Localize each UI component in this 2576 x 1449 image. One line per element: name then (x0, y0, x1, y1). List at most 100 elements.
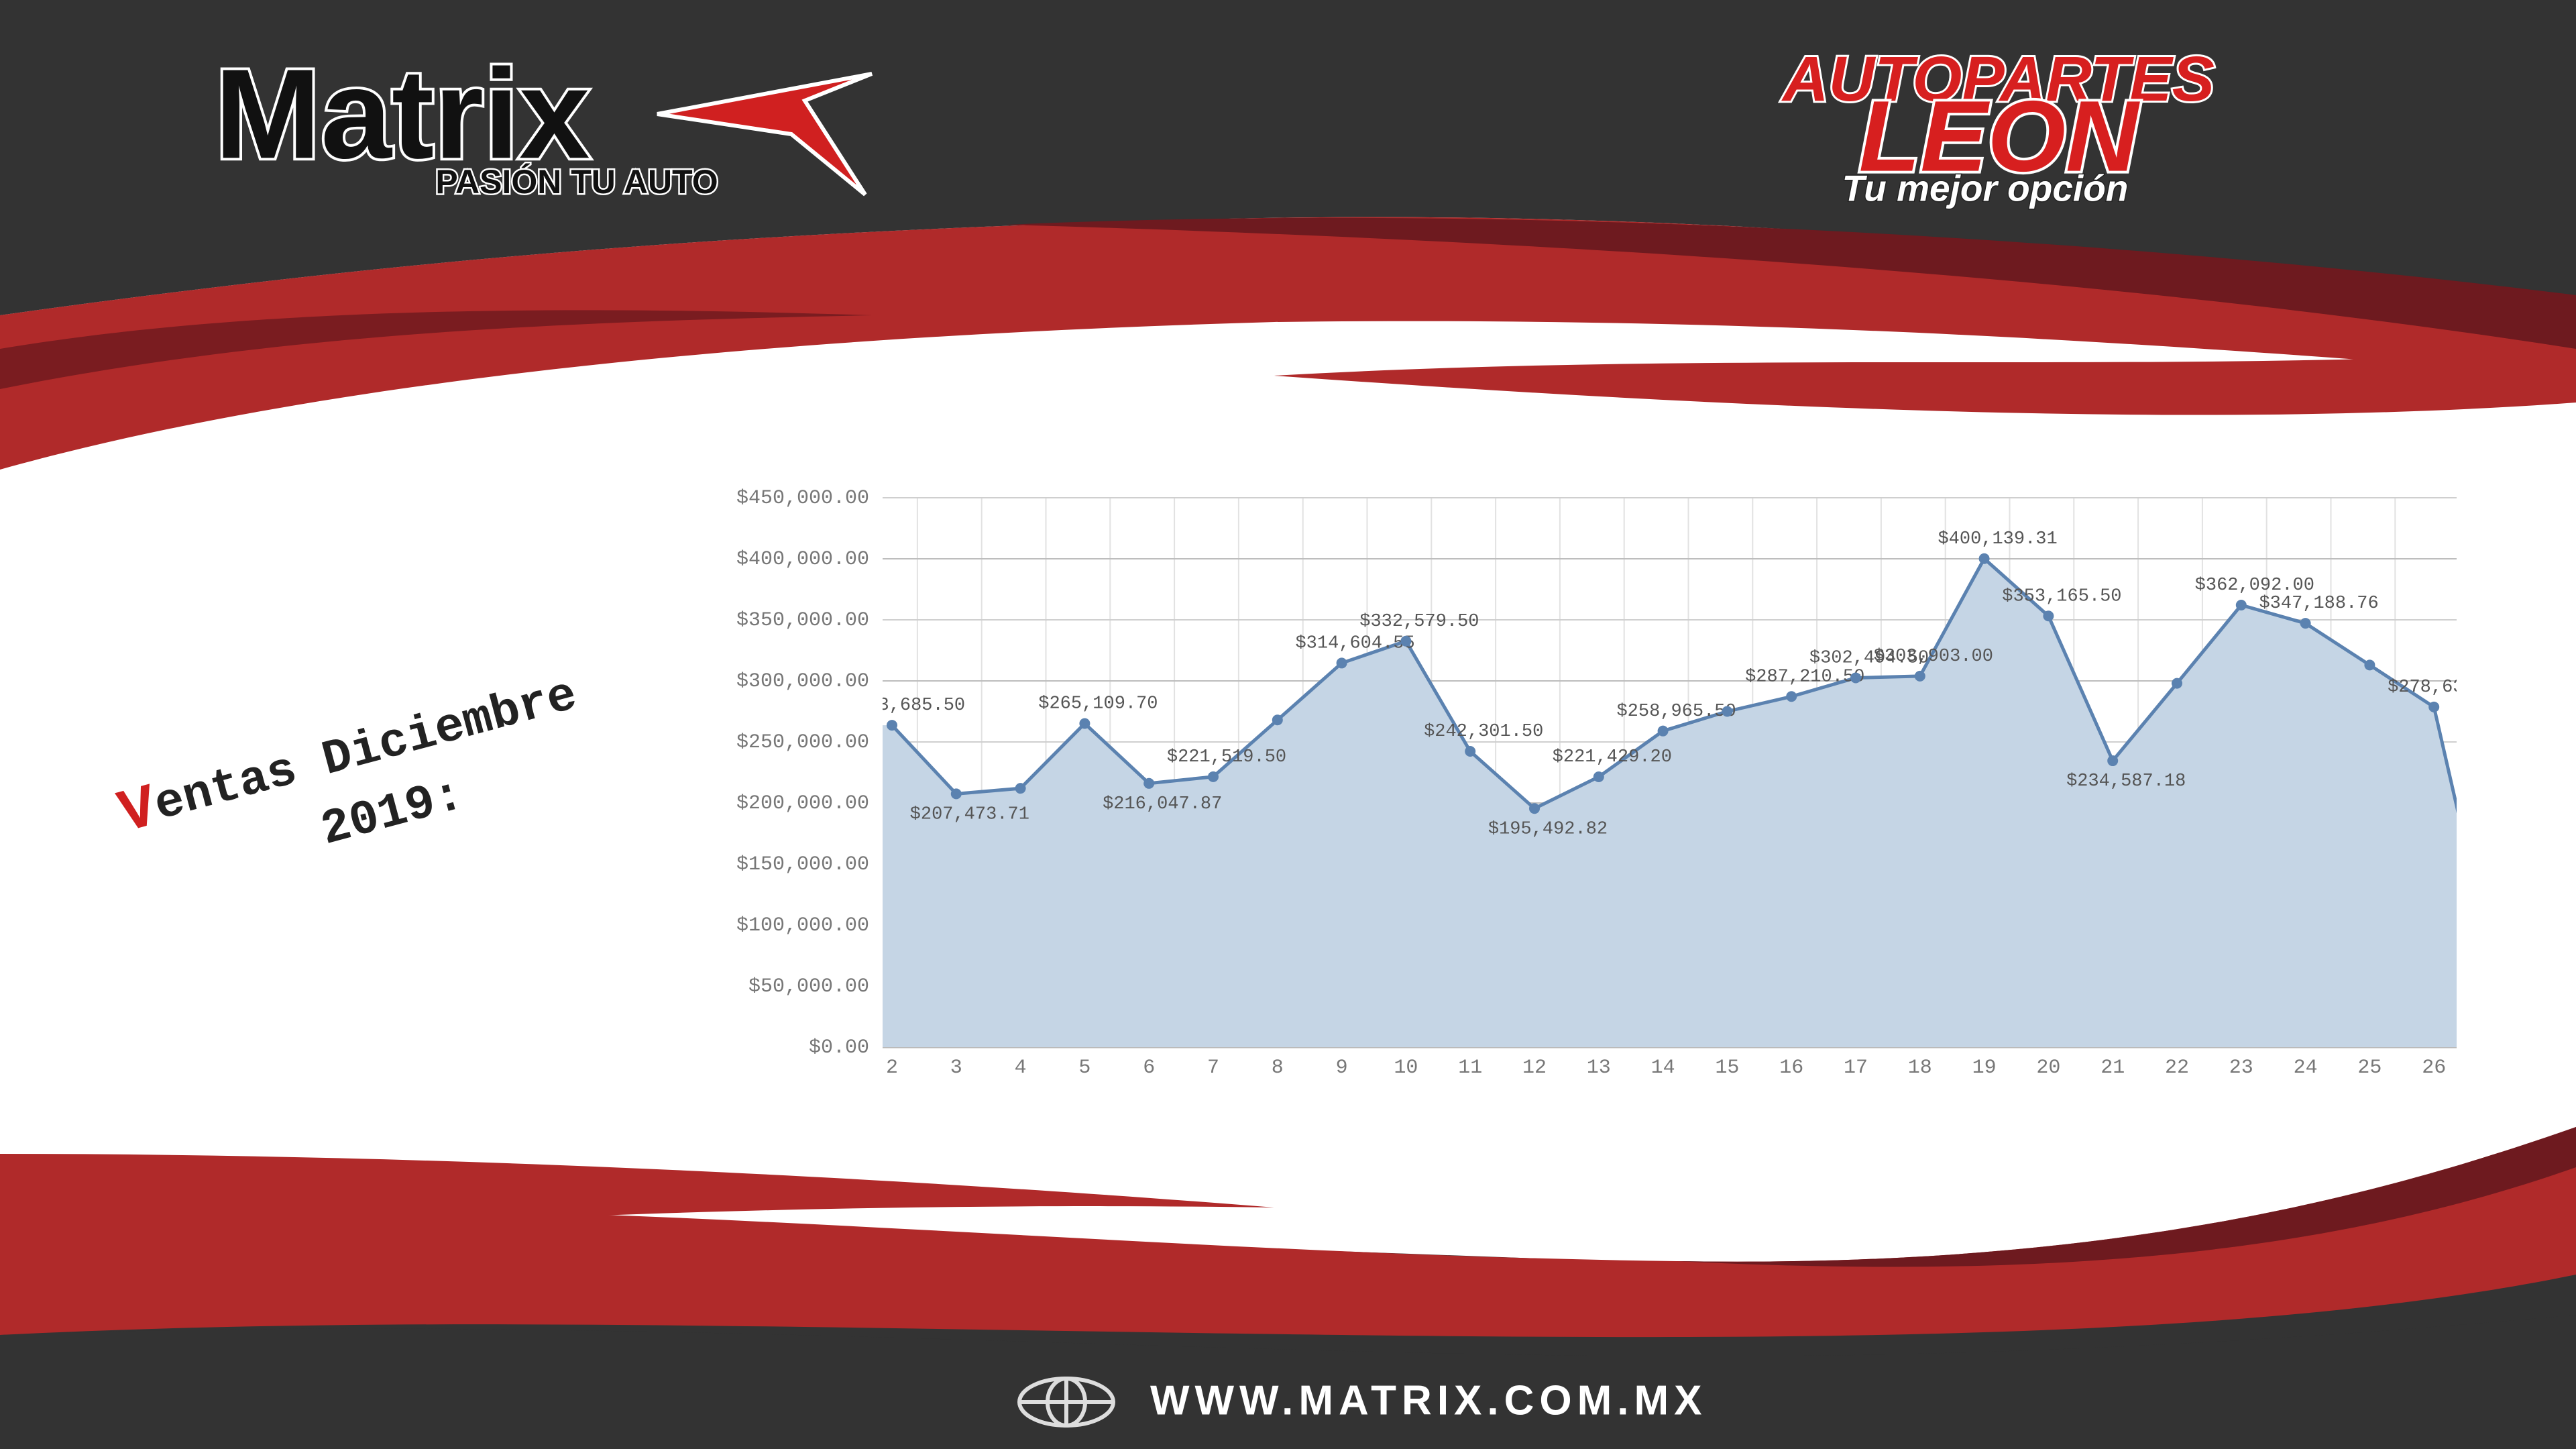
y-tick-label: $0.00 (809, 1036, 869, 1059)
header-band (0, 0, 2576, 315)
x-tick-label: 14 (1651, 1057, 1675, 1079)
data-label: $242,301.50 (1424, 722, 1543, 742)
data-label: $314,604.55 (1295, 634, 1414, 654)
partner-top: AUTOPARTES (1781, 44, 2215, 115)
logo-swoosh (657, 72, 873, 197)
brand-tagline: PASIÓN TU AUTO (435, 163, 718, 201)
point (1465, 746, 1476, 757)
x-tick-label: 10 (1394, 1057, 1418, 1079)
x-tick-label: 8 (1272, 1057, 1284, 1079)
x-tick-label: 19 (1972, 1057, 1997, 1079)
x-tick-label: 16 (1779, 1057, 1803, 1079)
point (2428, 701, 2440, 712)
point (1914, 670, 1925, 682)
x-tick-label: 20 (2036, 1057, 2060, 1079)
line (891, 555, 2457, 814)
data-label: $207,473.71 (910, 805, 1029, 825)
partner-name: LEON (1859, 80, 2140, 193)
point (1529, 803, 1540, 814)
x-tick-label: 22 (2165, 1057, 2189, 1079)
point (1786, 691, 1797, 702)
x-tick-label: 4 (1015, 1057, 1027, 1079)
partner-tagline: Tu mejor opción (1842, 168, 2129, 209)
data-label: $287,210.50 (1745, 667, 1864, 687)
x-tick-label: 24 (2294, 1057, 2318, 1079)
website: WWW.MATRIX.COM.MX (1150, 1377, 1707, 1424)
point (1850, 672, 1861, 684)
data-label: $278,638.72 (2388, 678, 2507, 698)
x-tick-label: 7 (1207, 1057, 1219, 1079)
data-label: $263,685.50 (846, 696, 965, 716)
data-label: $221,519.50 (1167, 747, 1286, 767)
x-tick-label: 13 (1587, 1057, 1611, 1079)
x-tick-label: 18 (1908, 1057, 1932, 1079)
point (2235, 599, 2247, 610)
x-tick-label: 11 (1458, 1057, 1482, 1079)
x-tick-label: 6 (1143, 1057, 1155, 1079)
x-tick-label: 15 (1715, 1057, 1739, 1079)
point (1272, 714, 1283, 726)
y-tick-label: $150,000.00 (736, 853, 869, 876)
x-tick-label: 23 (2229, 1057, 2253, 1079)
red-wave (0, 1127, 2576, 1338)
point (2107, 755, 2119, 767)
brand-logo: Matrix (215, 43, 590, 185)
data-label: $216,047.87 (1103, 794, 1222, 814)
x-tick-label: 2 (886, 1057, 898, 1079)
y-tick-label: $100,000.00 (736, 914, 869, 937)
x-tick-label: 9 (1336, 1057, 1348, 1079)
y-tick-label: $350,000.00 (736, 609, 869, 632)
point (2300, 618, 2311, 629)
data-label: $362,092.00 (2195, 576, 2314, 596)
x-tick-label: 17 (1844, 1057, 1868, 1079)
point (1593, 771, 1604, 782)
point (1978, 553, 1990, 564)
series-group: 2 $263,685.50 3 $207,473.71 4 5 $265,109.70 6 $2… (846, 529, 2507, 1079)
data-label: $258,965.50 (1616, 702, 1736, 722)
point (1015, 783, 1026, 794)
point (1722, 706, 1733, 717)
globe-icon (1017, 1377, 1115, 1428)
x-tick-label: 26 (2422, 1057, 2446, 1079)
x-tick-label: 12 (1522, 1057, 1547, 1079)
point (2364, 659, 2375, 671)
point (1336, 657, 1347, 669)
plot-area: $0.00 $50,000.00 $100,000.00 $150,000.00 $20… (736, 487, 2507, 1079)
y-tick-label: $50,000.00 (748, 975, 869, 998)
point (887, 720, 897, 731)
dark-red-wave (0, 310, 872, 389)
x-tick-label: 21 (2101, 1057, 2125, 1079)
point (2172, 678, 2182, 689)
y-tick-label: $300,000.00 (736, 670, 869, 693)
dark-red-wave (1677, 1127, 2576, 1267)
data-label: $302,494.50 (1809, 649, 1929, 669)
dark-red-wave (1006, 217, 2576, 349)
point (2043, 610, 2054, 622)
y-tick-label: $250,000.00 (736, 731, 869, 754)
area (883, 558, 2457, 1047)
data-label: $332,579.50 (1359, 612, 1479, 632)
x-tick-label: 3 (950, 1057, 962, 1079)
data-label: $195,492.82 (1488, 819, 1608, 839)
x-tick-label: 25 (2357, 1057, 2382, 1079)
y-tick-label: $400,000.00 (736, 548, 869, 571)
y-tick-label: $200,000.00 (736, 792, 869, 815)
data-label: $303,903.00 (1874, 647, 1993, 667)
point (950, 788, 962, 800)
data-label: $400,139.31 (1938, 529, 2057, 549)
data-label: $234,587.18 (2066, 771, 2186, 792)
red-wave (0, 217, 2576, 470)
data-label: $265,109.70 (1038, 694, 1158, 714)
data-label: $347,188.76 (2259, 594, 2378, 614)
red-wave (1274, 349, 2576, 415)
point (1657, 725, 1669, 737)
point (1079, 718, 1090, 729)
point (1208, 771, 1219, 782)
data-label: $221,429.20 (1553, 747, 1672, 767)
y-tick-label: $450,000.00 (736, 487, 869, 510)
footer-band (0, 1315, 2576, 1449)
x-tick-label: 5 (1078, 1057, 1090, 1079)
point (1400, 635, 1412, 647)
